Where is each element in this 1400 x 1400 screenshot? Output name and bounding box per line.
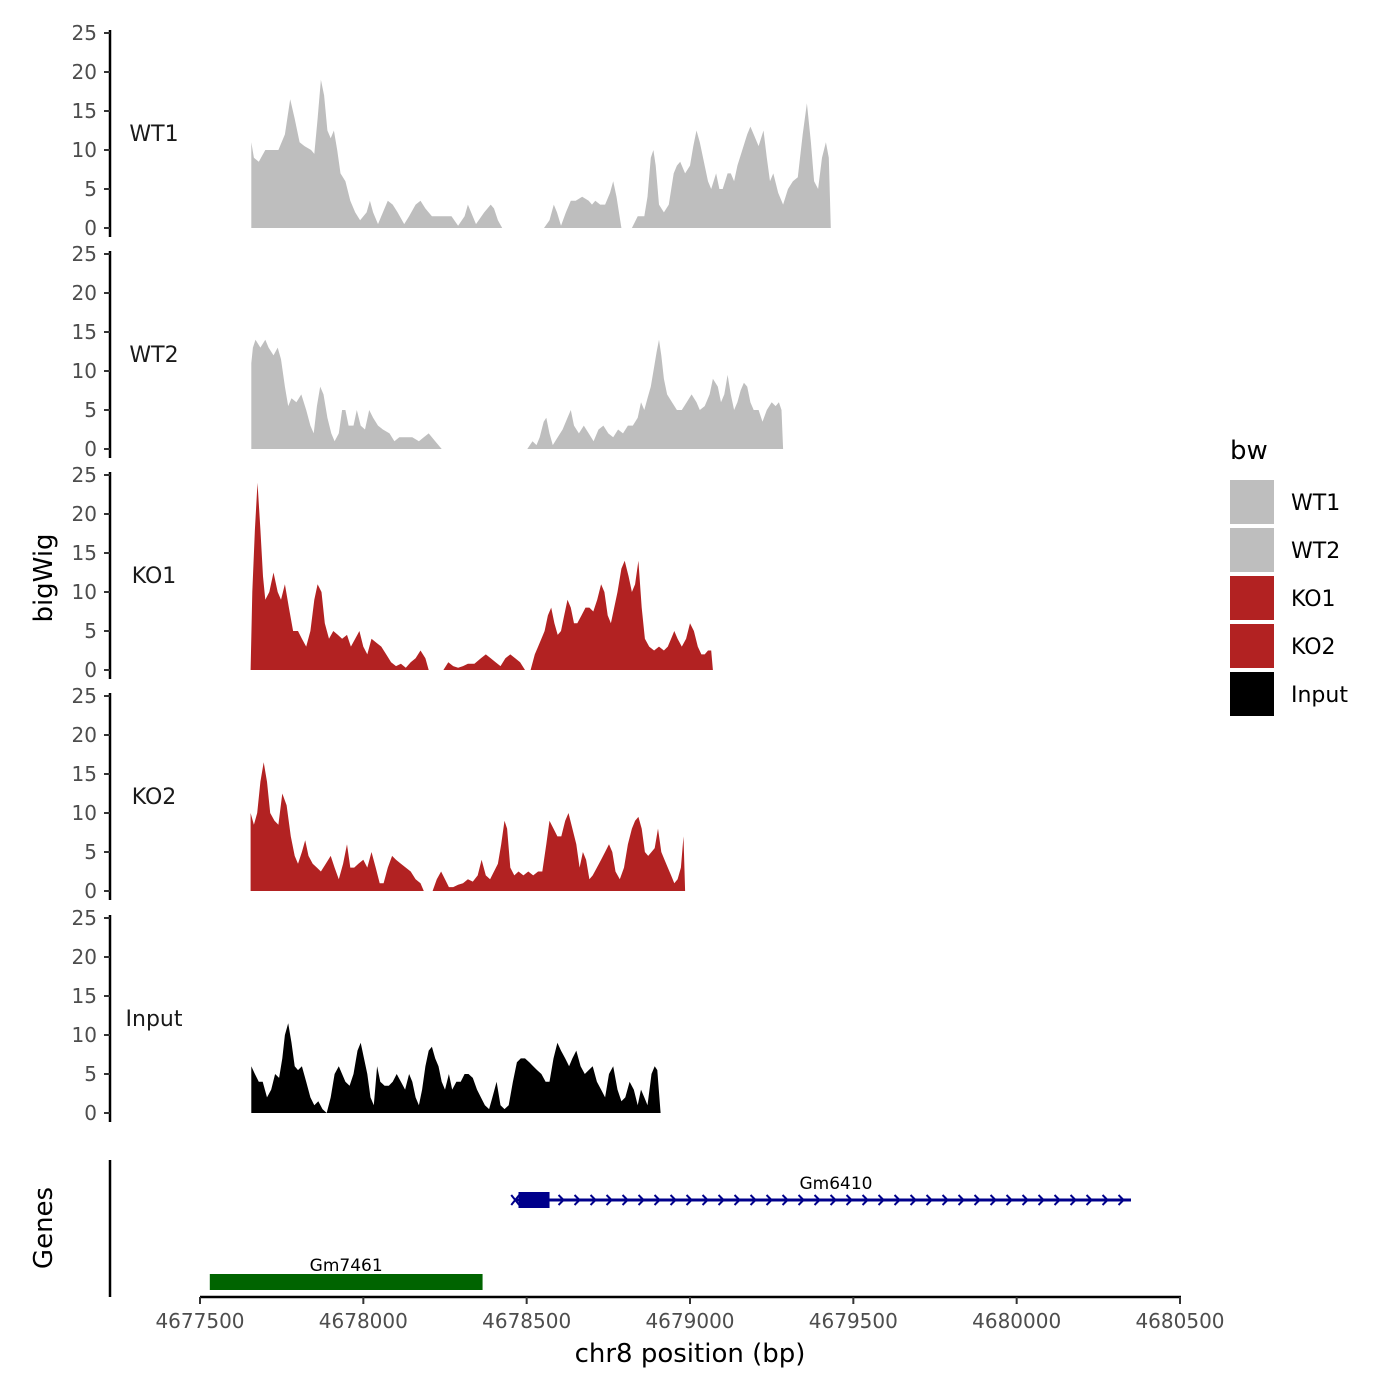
track-label-ko2: KO2 (132, 785, 177, 810)
legend-label: KO1 (1291, 587, 1336, 612)
gene-exon (209, 1274, 483, 1290)
legend-label: KO2 (1291, 635, 1336, 660)
coverage-area (544, 181, 622, 228)
y-tick-label: 0 (84, 658, 97, 682)
y-tick-label: 5 (84, 1062, 97, 1086)
coverage-area (251, 79, 503, 228)
y-tick-label: 25 (72, 906, 97, 930)
y-tick-label: 15 (72, 320, 97, 344)
y-tick-label: 25 (72, 21, 97, 45)
gene-label: Gm7461 (310, 1256, 383, 1276)
gene-gm7461: Gm7461 (209, 1256, 483, 1290)
y-tick-label: 10 (72, 580, 97, 604)
legend-key-ko2 (1230, 624, 1274, 668)
y-tick-label: 0 (84, 1101, 97, 1125)
tracks: 0510152025WT10510152025WT20510152025KO10… (72, 21, 831, 1125)
track-label-ko1: KO1 (132, 564, 177, 589)
track-label-wt1: WT1 (129, 122, 178, 147)
y-tick-label: 15 (72, 762, 97, 786)
track-input: 0 5 10 15 20 25 Input (72, 906, 661, 1125)
y-tick-label: 5 (84, 840, 97, 864)
y-tick-label: 25 (72, 684, 97, 708)
legend-key-wt1 (1230, 480, 1274, 524)
legend-label: WT2 (1291, 539, 1340, 564)
coverage-area (251, 1023, 661, 1113)
coverage-area (530, 560, 713, 670)
x-tick-label: 4680000 (972, 1309, 1061, 1333)
y-tick-label: 20 (72, 281, 97, 305)
coverage-area (527, 339, 784, 449)
x-tick-label: 4678000 (319, 1309, 408, 1333)
x-axis-title: chr8 position (bp) (575, 1339, 806, 1369)
y-tick-label: 0 (84, 216, 97, 240)
y-tick-label: 20 (72, 723, 97, 747)
track-wt1: 0 5 10 15 20 25 WT1 (72, 21, 831, 240)
y-tick-label: 15 (72, 99, 97, 123)
y-tick-label: 15 (72, 541, 97, 565)
track-label-input: Input (126, 1007, 183, 1032)
x-tick-label: 4677500 (155, 1309, 244, 1333)
legend-label: Input (1291, 683, 1348, 708)
y-tick-label: 25 (72, 463, 97, 487)
coverage-area (251, 339, 442, 449)
x-tick-label: 4679000 (645, 1309, 734, 1333)
legend: bw WT1 WT2 KO1 KO2 Input (1230, 436, 1348, 716)
track-ko2: 0 5 10 15 20 25 KO2 (72, 684, 686, 903)
gene-exon (518, 1192, 550, 1208)
legend-key-ko1 (1230, 576, 1274, 620)
y-tick-label: 10 (72, 138, 97, 162)
y-tick-label: 20 (72, 60, 97, 84)
x-axis: 4677500 4678000 4678500 4679000 4679500 46800… (155, 1295, 1225, 1333)
legend-label: WT1 (1291, 491, 1340, 516)
y-tick-label: 10 (72, 359, 97, 383)
coverage-area (250, 482, 429, 670)
coverage-area (443, 654, 525, 670)
x-tick-label: 4678500 (482, 1309, 571, 1333)
track-ko1: 0 5 10 15 20 25 KO1 (72, 463, 713, 682)
coverage-area (250, 762, 424, 891)
coverage-area (631, 103, 831, 228)
y-tick-label: 20 (72, 502, 97, 526)
genes-track-title: Genes (29, 1187, 59, 1269)
legend-key-wt2 (1230, 528, 1274, 572)
y-tick-label: 15 (72, 984, 97, 1008)
y-tick-label: 25 (72, 242, 97, 266)
legend-key-input (1230, 672, 1274, 716)
y-tick-label: 5 (84, 619, 97, 643)
y-tick-label: 5 (84, 398, 97, 422)
y-tick-label: 0 (84, 879, 97, 903)
y-tick-label: 20 (72, 945, 97, 969)
y-tick-label: 10 (72, 801, 97, 825)
gene-label: Gm6410 (800, 1174, 873, 1194)
coverage-area (432, 813, 686, 891)
x-tick-label: 4679500 (809, 1309, 898, 1333)
gene-gm6410: Gm6410 (510, 1174, 1131, 1208)
track-label-wt2: WT2 (129, 343, 178, 368)
track-wt2: 0 5 10 15 20 25 WT2 (72, 242, 784, 461)
y-tick-label: 5 (84, 177, 97, 201)
y-tick-label: 0 (84, 437, 97, 461)
gene-start-mark (510, 1194, 521, 1206)
gene-track: Gm6410 Gm7461 (108, 1160, 1131, 1297)
y-tick-label: 10 (72, 1023, 97, 1047)
strand-arrows (557, 1194, 1125, 1206)
legend-title: bw (1230, 436, 1268, 466)
x-tick-label: 4680500 (1135, 1309, 1224, 1333)
y-axis-title: bigWig (29, 533, 59, 622)
